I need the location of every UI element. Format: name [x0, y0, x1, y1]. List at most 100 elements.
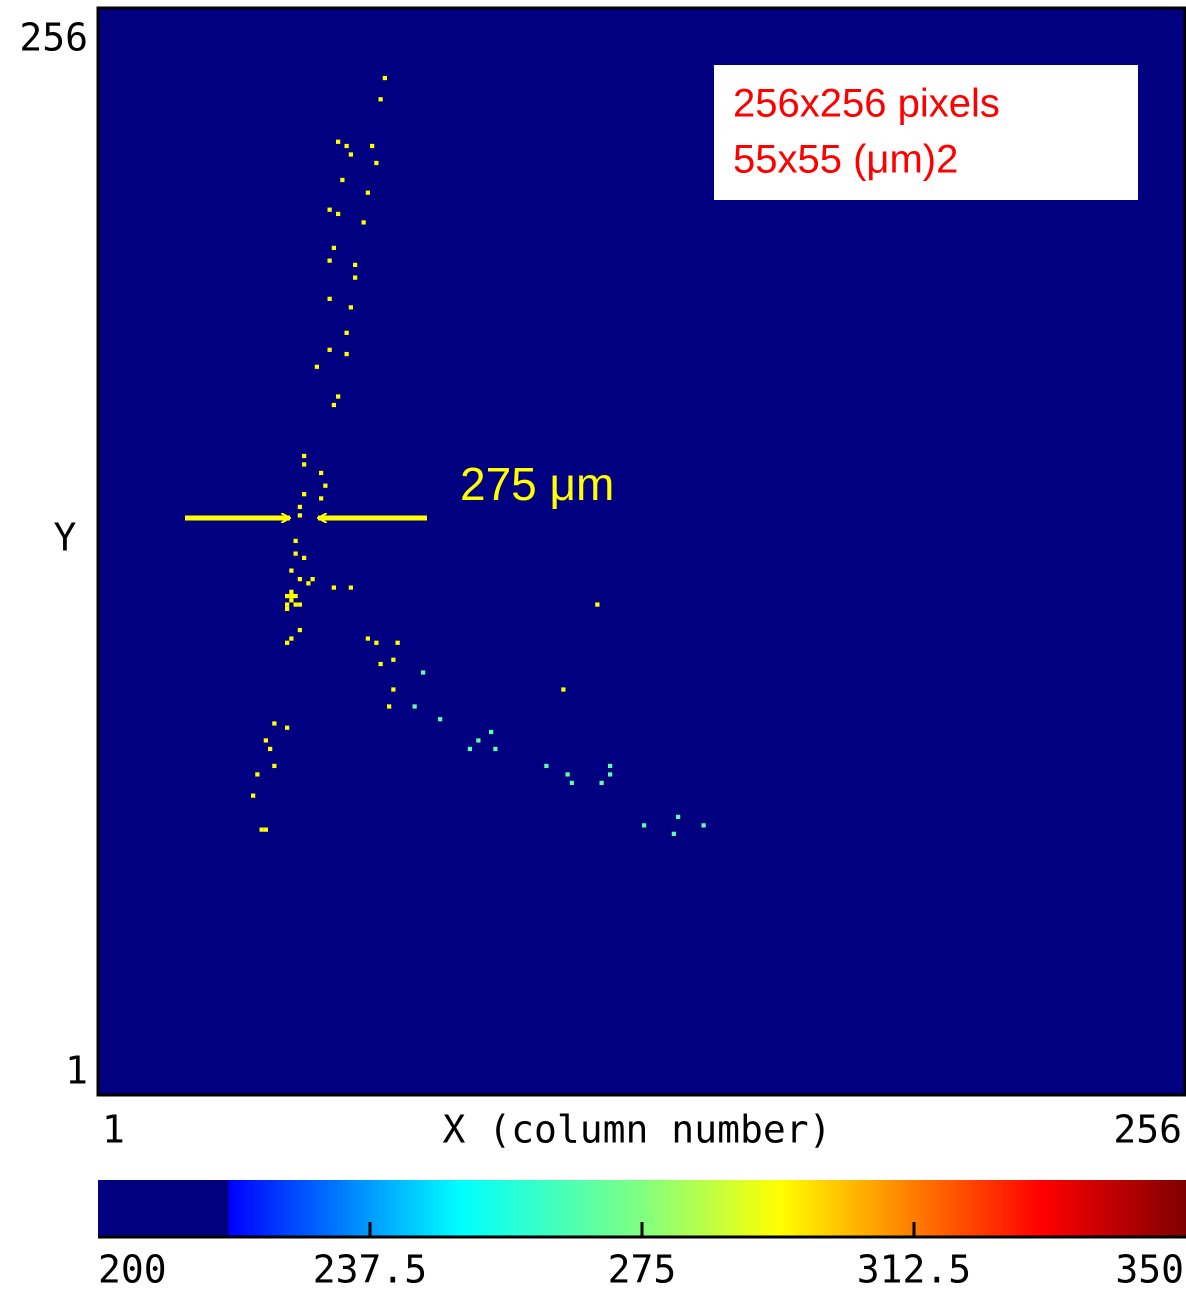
- pixel-hit: [289, 593, 294, 599]
- pixel-hit: [395, 640, 400, 645]
- pixel-hit: [285, 602, 290, 607]
- pixel-hit: [561, 687, 566, 692]
- pixel-hit: [293, 551, 298, 556]
- pixel-hit: [565, 772, 570, 777]
- pixel-hit: [302, 555, 307, 560]
- pixel-hit: [263, 827, 268, 832]
- pixel-hit: [476, 738, 481, 743]
- pixel-hit: [599, 780, 604, 786]
- pixel-hit: [382, 75, 387, 81]
- pixel-hit: [671, 831, 676, 836]
- pixel-hit: [293, 593, 298, 599]
- pixel-hit: [302, 453, 307, 459]
- pixel-hit: [302, 462, 307, 467]
- pixel-hit: [348, 305, 353, 310]
- pixel-hit: [374, 160, 379, 166]
- pixel-hit: [344, 143, 349, 149]
- pixel-hit: [336, 394, 341, 399]
- pixel-hit: [306, 581, 311, 586]
- pixel-hit: [489, 729, 494, 735]
- info-text: 256x256 pixels: [733, 82, 1000, 126]
- colorbar-tick-label: 200: [98, 1248, 167, 1292]
- pixel-hit: [336, 211, 341, 217]
- pixel-hit: [365, 190, 370, 195]
- pixel-hit: [285, 606, 290, 611]
- pixel-hit: [344, 330, 349, 335]
- pixel-hit: [378, 97, 383, 102]
- pixel-hit: [285, 593, 290, 599]
- pixel-hit: [297, 602, 302, 607]
- pixel-hit: [391, 687, 396, 692]
- pixel-hit: [353, 275, 358, 280]
- info-text: 55x55 (μm)2: [733, 138, 958, 182]
- pixel-hit: [319, 496, 324, 501]
- pixel-hit: [310, 576, 315, 582]
- pixel-hit: [374, 640, 379, 645]
- y-axis-label: Y: [54, 516, 77, 560]
- y-tick-label: 256: [19, 16, 88, 60]
- pixel-hit: [327, 347, 332, 352]
- pixel-hit: [676, 814, 681, 820]
- pixel-hit: [608, 772, 613, 777]
- pixel-hit: [642, 823, 647, 828]
- pixel-hit: [353, 262, 358, 268]
- pixel-hit: [272, 763, 277, 769]
- colorbar-tick-label: 312.5: [857, 1248, 971, 1292]
- plot-border: [96, 6, 1186, 1097]
- pixel-hit: [421, 670, 426, 675]
- pixel-hit: [331, 585, 336, 590]
- pixel-hit: [336, 139, 341, 144]
- pixel-hit: [293, 538, 298, 544]
- pixel-hit: [272, 721, 277, 726]
- pixel-hit: [255, 772, 260, 777]
- pixel-hit: [370, 143, 375, 149]
- pixel-hit: [387, 704, 392, 709]
- y-tick-label: 1: [65, 1049, 88, 1093]
- pixel-hit: [544, 763, 549, 769]
- pixel-hit: [259, 827, 264, 832]
- x-tick-label: 256: [1113, 1108, 1182, 1152]
- pixel-hit: [327, 258, 332, 263]
- pixel-hit: [340, 177, 345, 183]
- pixel-hit: [361, 220, 366, 225]
- pixel-hit: [302, 492, 307, 497]
- pixel-hit: [608, 763, 613, 769]
- pixel-hit: [378, 661, 383, 667]
- pixel-hit: [391, 657, 396, 662]
- pixel-hit: [331, 245, 336, 251]
- x-tick-label: 1: [102, 1108, 125, 1152]
- pixel-hit: [289, 636, 294, 641]
- pixel-hit: [348, 152, 353, 157]
- pixel-hit: [595, 602, 600, 607]
- pixel-hit: [297, 504, 302, 510]
- pixel-hit: [467, 746, 472, 752]
- pixel-hit: [285, 640, 290, 645]
- pixel-hit: [319, 470, 324, 476]
- pixel-hit: [365, 636, 370, 641]
- x-axis-label: X (column number): [443, 1108, 832, 1152]
- colorbar-tick-label: 237.5: [313, 1248, 427, 1292]
- pixel-hit: [569, 780, 574, 786]
- pixel-hit: [285, 725, 290, 730]
- pixel-hit: [297, 513, 302, 518]
- pixel-hit: [701, 823, 706, 828]
- pixel-hit: [331, 402, 336, 408]
- pixel-hit: [412, 704, 417, 709]
- pixel-hit: [297, 576, 302, 582]
- pixel-hit: [289, 568, 294, 573]
- pixel-hit: [251, 793, 256, 798]
- pixel-hit: [344, 351, 349, 357]
- pixel-hit: [314, 364, 319, 369]
- pixel-hit: [438, 717, 443, 722]
- colorbar-tick-label: 275: [608, 1248, 677, 1292]
- pixel-hit: [327, 296, 332, 301]
- width-label: 275 μm: [460, 458, 614, 510]
- info-box: [714, 65, 1138, 200]
- colorbar-tick-label: 350: [1115, 1248, 1184, 1292]
- pixel-hit: [348, 585, 353, 590]
- pixel-hit: [263, 738, 268, 743]
- pixel-hit: [327, 207, 332, 212]
- pixel-hit: [323, 483, 328, 488]
- pixel-hit: [268, 746, 273, 752]
